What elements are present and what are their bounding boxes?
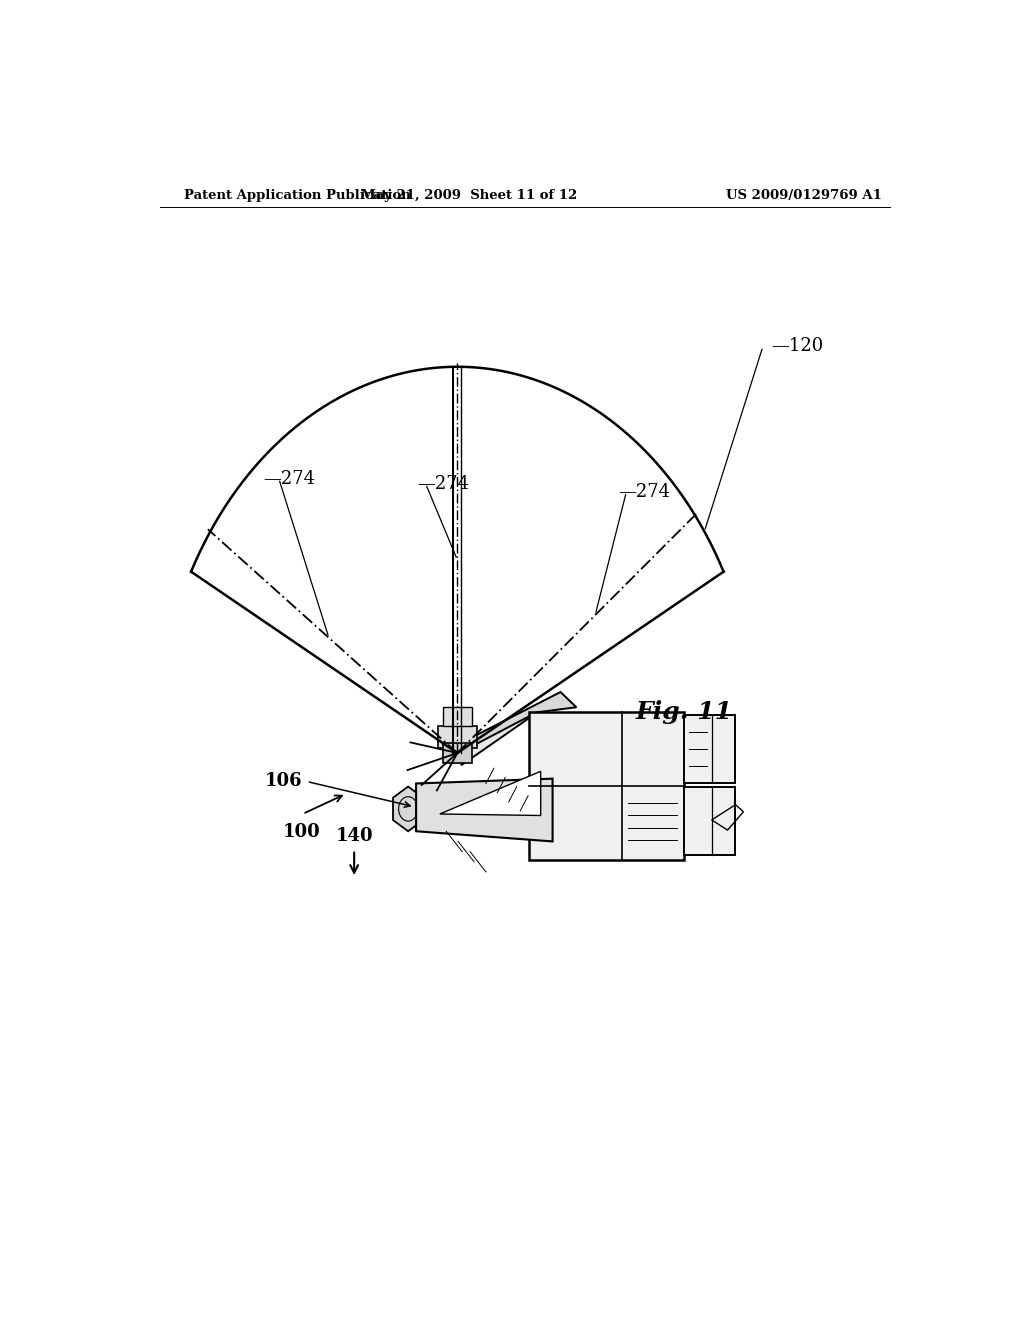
Text: —274: —274 [418, 475, 470, 492]
Bar [528, 713, 684, 859]
Text: 100: 100 [283, 824, 321, 841]
Polygon shape [440, 771, 541, 816]
Polygon shape [416, 779, 553, 841]
Bar [443, 708, 472, 726]
Text: US 2009/0129769 A1: US 2009/0129769 A1 [726, 189, 882, 202]
Polygon shape [393, 787, 423, 832]
Text: —274: —274 [618, 483, 671, 500]
Bar [443, 743, 472, 763]
Bar [437, 726, 477, 748]
Text: —274: —274 [263, 470, 315, 487]
Text: Patent Application Publication: Patent Application Publication [183, 189, 411, 202]
Text: 106: 106 [265, 772, 303, 791]
Polygon shape [461, 700, 560, 766]
Bar [684, 715, 735, 783]
Bar [684, 787, 735, 854]
Text: —120: —120 [771, 338, 823, 355]
Text: Fig. 11: Fig. 11 [636, 701, 733, 725]
Text: May 21, 2009  Sheet 11 of 12: May 21, 2009 Sheet 11 of 12 [361, 189, 578, 202]
Polygon shape [450, 692, 577, 758]
Text: 140: 140 [336, 828, 373, 846]
